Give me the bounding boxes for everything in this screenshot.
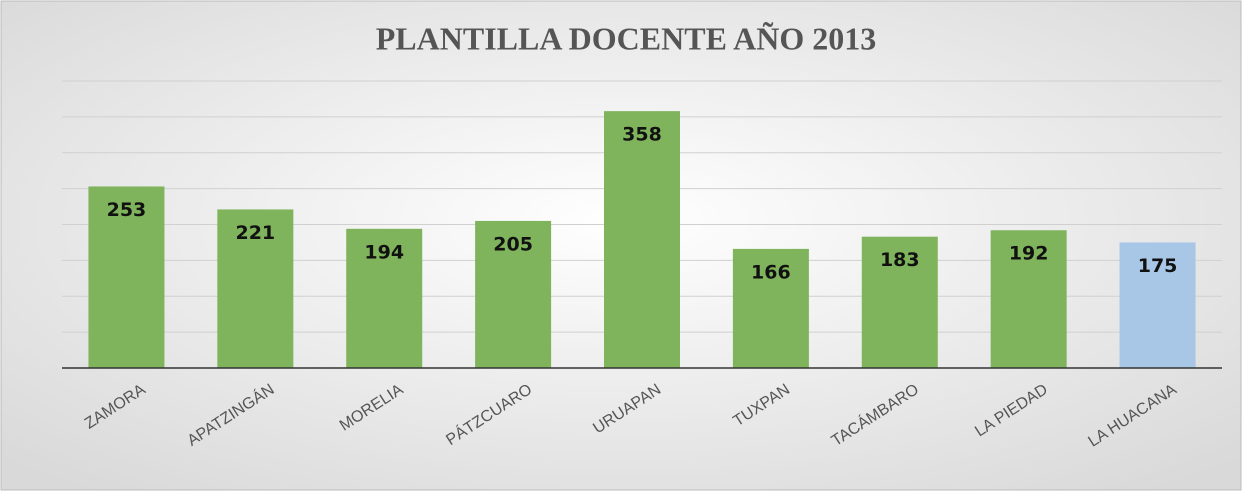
value-label: 253	[107, 199, 147, 221]
value-label: 205	[493, 233, 533, 255]
bar	[604, 111, 680, 368]
bar	[475, 220, 552, 368]
value-label: 192	[1009, 243, 1049, 265]
bar	[990, 230, 1067, 368]
bar	[217, 209, 294, 368]
value-label: 221	[235, 222, 275, 244]
bar	[732, 248, 809, 368]
bar	[346, 228, 423, 368]
value-label: 194	[364, 241, 404, 263]
value-label: 358	[622, 124, 662, 146]
bar	[1119, 242, 1196, 368]
bar	[861, 236, 938, 368]
bar	[88, 186, 165, 368]
value-label: 166	[751, 261, 791, 283]
chart-title: PLANTILLA DOCENTE AÑO 2013	[376, 20, 877, 56]
value-label: 175	[1138, 255, 1178, 277]
value-label: 183	[880, 249, 920, 271]
